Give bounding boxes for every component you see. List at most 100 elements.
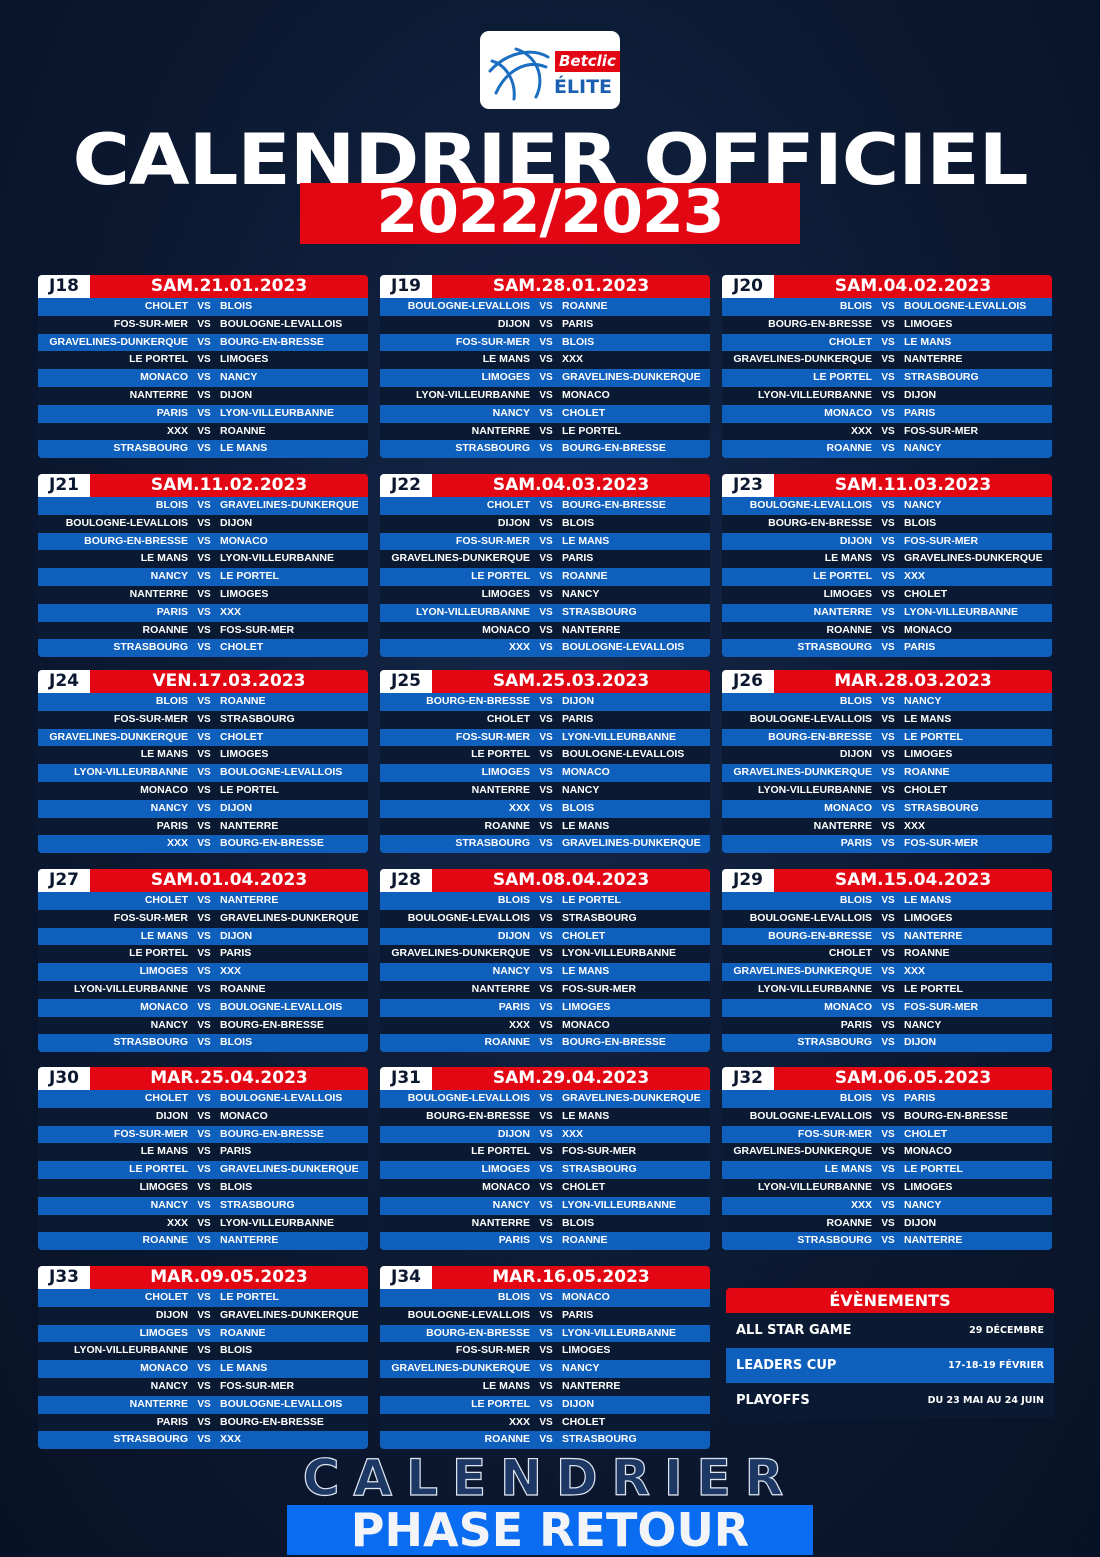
vs-label: VS (881, 389, 895, 401)
event-row: ALL STAR GAME 29 DÉCEMBRE (726, 1313, 1054, 1348)
round-header: J18 SAM.21.01.2023 (38, 275, 368, 298)
home-team: ROANNE (826, 1216, 872, 1229)
home-team: BOULOGNE-LEVALLOIS (407, 911, 530, 924)
away-team: DIJON (904, 388, 937, 401)
home-team: DIJON (155, 1308, 188, 1321)
away-team: CHOLET (904, 587, 948, 600)
home-team: LIMOGES (823, 587, 872, 600)
round-block: J29 SAM.15.04.2023 BLOIS VS LE MANS BOULOGNE-… (722, 869, 1052, 1053)
away-team: LYON-VILLEURBANNE (562, 730, 676, 743)
home-team: MONACO (824, 406, 872, 419)
away-team: DIJON (220, 516, 253, 529)
match-row: XXX VS NANCY (722, 1196, 1052, 1215)
away-team: BOULOGNE-LEVALLOIS (562, 748, 685, 761)
away-team: PARIS (904, 406, 936, 419)
match-row: BOULOGNE-LEVALLOIS VS LIMOGES (722, 909, 1052, 928)
away-team: NANTERRE (220, 1234, 279, 1247)
vs-label: VS (197, 895, 211, 906)
away-team: LIMOGES (220, 748, 269, 761)
round-header: J29 SAM.15.04.2023 (722, 869, 1052, 892)
match-row: DIJON VS MONACO (38, 1107, 368, 1126)
match-row: LYON-VILLEURBANNE VS BLOIS (38, 1342, 368, 1361)
away-team: LE MANS (904, 712, 952, 725)
away-team: NANTERRE (562, 1379, 621, 1392)
match-row: LE PORTEL VS STRASBOURG (722, 369, 1052, 387)
match-row: BOULOGNE-LEVALLOIS VS DIJON (38, 514, 368, 533)
home-team: NANCY (492, 406, 530, 419)
away-team: ROANNE (562, 570, 608, 583)
away-team: LYON-VILLEURBANNE (220, 552, 334, 565)
match-row: GRAVELINES-DUNKERQUE VS NANCY (380, 1360, 710, 1378)
away-team: DIJON (904, 1216, 937, 1229)
away-team: XXX (220, 1433, 242, 1446)
home-team: BOURG-EN-BRESSE (426, 1109, 530, 1122)
home-team: FOS-SUR-MER (455, 1344, 530, 1357)
match-row: PARIS VS NANTERRE (38, 817, 368, 836)
round-number: J30 (38, 1067, 90, 1090)
away-team: BOURG-EN-BRESSE (562, 1036, 666, 1049)
vs-label: VS (881, 642, 895, 654)
round-block: J23 SAM.11.03.2023 BOULOGNE-LEVALLOIS VS NAN… (722, 474, 1052, 658)
vs-label: VS (881, 749, 895, 761)
vs-label: VS (881, 1019, 895, 1031)
vs-label: VS (881, 535, 895, 547)
round-number: J19 (380, 275, 432, 298)
home-team: FOS-SUR-MER (113, 911, 188, 924)
vs-label: VS (197, 1146, 211, 1158)
home-team: GRAVELINES-DUNKERQUE (733, 766, 872, 779)
vs-label: VS (197, 606, 211, 618)
away-team: FOS-SUR-MER (220, 1379, 295, 1392)
away-team: CHOLET (562, 406, 606, 419)
home-team: MONACO (140, 1362, 188, 1375)
logo-league: ÉLITE (553, 76, 613, 98)
home-team: NANCY (150, 1379, 188, 1392)
away-team: NANCY (220, 371, 258, 384)
home-team: GRAVELINES-DUNKERQUE (733, 1145, 872, 1158)
away-team: NANCY (904, 695, 942, 707)
round-number: J33 (38, 1266, 90, 1289)
vs-label: VS (881, 336, 895, 348)
away-team: NANCY (562, 783, 600, 796)
away-team: MONACO (562, 388, 610, 401)
vs-label: VS (539, 588, 553, 600)
home-team: NANTERRE (129, 388, 188, 401)
home-team: MONACO (824, 801, 872, 814)
match-row: NANCY VS STRASBOURG (38, 1196, 368, 1215)
away-team: GRAVELINES-DUNKERQUE (220, 1163, 359, 1176)
vs-label: VS (539, 767, 553, 779)
away-team: STRASBOURG (220, 712, 295, 725)
away-team: PARIS (562, 552, 594, 565)
round-date: SAM.25.03.2023 (432, 670, 710, 693)
home-team: LIMOGES (139, 1326, 188, 1339)
away-team: BOURG-EN-BRESSE (220, 1415, 324, 1428)
home-team: BOURG-EN-BRESSE (84, 534, 188, 547)
away-team: BLOIS (220, 300, 253, 312)
home-team: LE MANS (140, 929, 188, 942)
away-team: XXX (562, 1127, 584, 1140)
event-name: PLAYOFFS (736, 1393, 810, 1408)
match-row: DIJON VS CHOLET (380, 927, 710, 946)
away-team: ROANNE (220, 1326, 266, 1339)
away-team: LE PORTEL (904, 730, 963, 743)
vs-label: VS (881, 1093, 895, 1104)
vs-label: VS (539, 1181, 553, 1193)
round-block: J22 SAM.04.03.2023 CHOLET VS BOURG-EN-BRESSE… (380, 474, 710, 658)
home-team: GRAVELINES-DUNKERQUE (391, 947, 530, 960)
away-team: GRAVELINES-DUNKERQUE (220, 1308, 359, 1321)
match-row: LE PORTEL VS PARIS (38, 945, 368, 964)
vs-label: VS (539, 1434, 553, 1446)
home-team: PARIS (156, 1415, 188, 1428)
away-team: STRASBOURG (904, 801, 979, 814)
match-row: FOS-SUR-MER VS LYON-VILLEURBANNE (380, 728, 710, 747)
vs-label: VS (539, 535, 553, 547)
round-date: SAM.06.05.2023 (774, 1067, 1052, 1090)
away-team: NANTERRE (904, 929, 963, 942)
vs-label: VS (197, 500, 211, 511)
away-team: CHOLET (904, 783, 948, 796)
vs-label: VS (197, 784, 211, 796)
away-team: DIJON (562, 695, 595, 707)
away-team: BOULOGNE-LEVALLOIS (562, 641, 685, 654)
vs-label: VS (197, 948, 211, 960)
home-team: BLOIS (155, 695, 188, 707)
match-row: PARIS VS ROANNE (380, 1232, 710, 1251)
